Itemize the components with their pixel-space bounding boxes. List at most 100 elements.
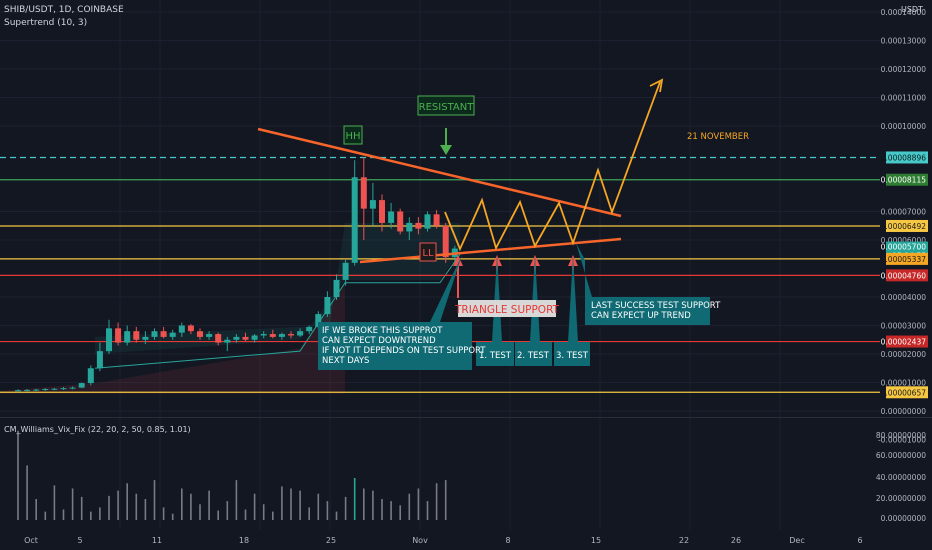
candle-body xyxy=(251,335,258,340)
time-tick: 26 xyxy=(731,536,741,545)
candle-body xyxy=(442,225,449,258)
candle-body xyxy=(187,325,194,332)
success-callout-box xyxy=(576,243,710,325)
vix-bar xyxy=(435,483,438,520)
candle-body xyxy=(69,387,76,389)
price-tick: 0.00007000 xyxy=(881,208,927,217)
price-badge-dashed: 0.00008896 xyxy=(881,153,927,162)
breakdown-note-line: CAN EXPECT DOWNTREND xyxy=(322,336,436,346)
breakdown-note-line: NEXT DAYS xyxy=(322,356,370,366)
test2-label: 2. TEST xyxy=(517,351,550,361)
candle-body xyxy=(24,389,31,391)
success-note-line: LAST SUCCESS TEST SUPPORT xyxy=(591,301,721,311)
price-badge-red-upper: 0.00004760 xyxy=(881,271,927,280)
time-tick: 22 xyxy=(679,536,689,545)
vix-bar xyxy=(353,478,356,520)
vix-bar xyxy=(253,493,256,520)
supertrend-area xyxy=(0,222,461,394)
vix-bar xyxy=(26,465,28,520)
support-test-arrowhead xyxy=(453,255,463,266)
price-axis[interactable]: 0.00014000 0.00013000 0.00012000 0.00011000… xyxy=(876,8,928,523)
resistant-label: RESISTANT xyxy=(419,102,475,113)
time-tick: Oct xyxy=(24,536,38,545)
candle-body xyxy=(178,325,185,333)
drawings: RESISTANT HH LL 21 NOVEMBER TRIANGLE SUPPORT… xyxy=(257,78,749,370)
candle-body xyxy=(206,334,213,337)
candle-body xyxy=(197,331,203,337)
candle-body xyxy=(397,211,404,232)
candle-body xyxy=(78,383,85,388)
candle-body xyxy=(306,326,313,332)
candle-body xyxy=(406,222,413,232)
vix-bar xyxy=(317,493,320,520)
time-axis[interactable]: Oct 5 11 18 25 Nov 8 15 22 26 Dec 6 xyxy=(24,536,862,545)
vix-bar xyxy=(399,505,401,520)
time-tick: Dec xyxy=(789,536,804,545)
vix-bar xyxy=(381,499,383,520)
vix-bar xyxy=(71,488,74,520)
breakdown-note-line: IF NOT IT DEPENDS ON TEST SUPPORT xyxy=(322,346,486,356)
time-tick: 25 xyxy=(326,536,336,545)
price-tick: 0.00012000 xyxy=(881,65,927,74)
test1-label: 1. TEST xyxy=(479,351,512,361)
vix-tick: 40.00000000 xyxy=(876,473,926,482)
candle-body xyxy=(324,297,331,315)
candle-body xyxy=(278,334,285,337)
price-badge-red-lower-bg xyxy=(886,335,928,348)
vix-bar xyxy=(335,511,338,520)
triangle-resistance-line xyxy=(257,127,622,218)
price-tick: 0.00001000 xyxy=(881,379,927,388)
price-tick: -0.00001000 xyxy=(878,436,926,445)
vix-bar xyxy=(62,509,65,520)
success-note-line: CAN EXPECT UP TREND xyxy=(591,311,691,321)
vix-bar xyxy=(235,480,238,520)
price-badge-yellow-upper-bg xyxy=(886,219,928,232)
current-price: 0.00005700 xyxy=(881,243,927,252)
candle-body xyxy=(42,389,49,391)
time-tick: Nov xyxy=(412,536,428,545)
vix-indicator-label[interactable]: CM_Williams_Vix_Fix (22, 20, 2, 50, 0.85… xyxy=(4,425,191,434)
vix-bar xyxy=(144,499,147,520)
candle-body xyxy=(415,222,422,229)
price-tick: 0.00004000 xyxy=(881,293,927,302)
supertrend-up-zone xyxy=(95,222,460,354)
candle-body xyxy=(224,339,231,343)
indicator-label[interactable]: Supertrend (10, 3) xyxy=(4,18,88,28)
vix-bar xyxy=(444,480,447,520)
price-badge-green: 0.00008115 xyxy=(881,176,927,185)
price-badge-yellow-lower-bg xyxy=(886,386,928,399)
success-note: LAST SUCCESS TEST SUPPORT CAN EXPECT UP … xyxy=(591,301,720,321)
time-tick: 8 xyxy=(505,536,510,545)
candle-body xyxy=(342,262,349,280)
candle-body xyxy=(260,334,267,336)
symbol-title[interactable]: SHIB/USDT, 1D, COINBASE xyxy=(4,5,124,15)
candle-body xyxy=(124,331,131,343)
breakdown-note: IF WE BROKE THIS SUPPROT CAN EXPECT DOWN… xyxy=(322,326,486,366)
time-tick: 15 xyxy=(591,536,601,545)
triangle-support-label-box xyxy=(458,300,556,317)
currency-label: USDT xyxy=(901,5,923,14)
vix-bar xyxy=(162,507,165,520)
projection-arrowhead xyxy=(649,78,664,93)
vix-bar xyxy=(117,490,119,520)
time-tick: 6 xyxy=(857,536,862,545)
test3-callout xyxy=(554,255,590,366)
hh-label-box xyxy=(343,125,363,145)
candle-body xyxy=(360,177,367,209)
vix-bar xyxy=(372,490,374,520)
vix-bar xyxy=(308,507,310,520)
price-tick: 0.00002000 xyxy=(881,350,927,359)
vix-bar xyxy=(181,488,183,520)
vix-tick: 0.00000000 xyxy=(881,514,927,523)
candle-body xyxy=(288,334,294,336)
price-badge-green-bg xyxy=(886,173,928,186)
breakdown-callout-box xyxy=(318,255,472,370)
candle-body xyxy=(351,177,358,263)
vix-bar xyxy=(281,486,283,520)
vix-bar xyxy=(272,511,274,520)
price-badge-orange-bg xyxy=(886,252,928,265)
price-tick: 0.00014000 xyxy=(881,8,927,17)
vix-bar xyxy=(344,496,347,520)
pane-divider[interactable] xyxy=(0,417,932,418)
